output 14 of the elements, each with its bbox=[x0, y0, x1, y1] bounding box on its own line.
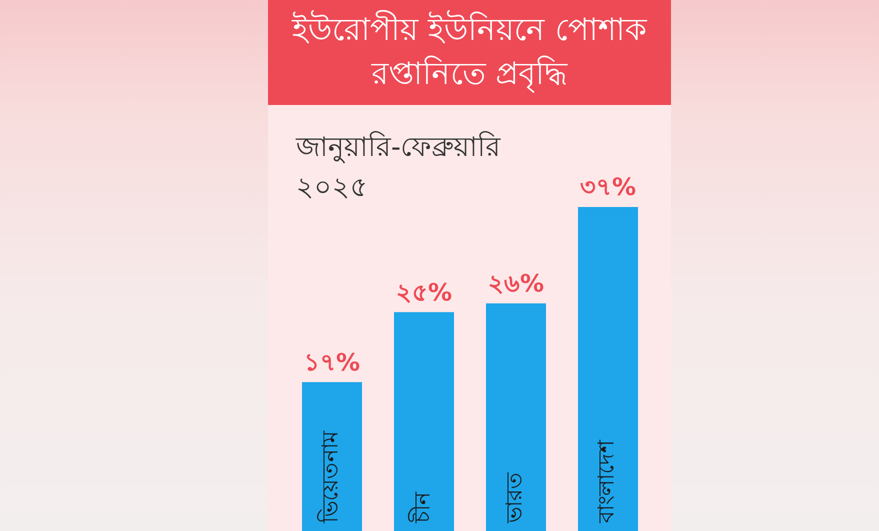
bar bbox=[578, 207, 638, 531]
data-label: ২৬% bbox=[488, 270, 544, 298]
data-label: ৩৭% bbox=[580, 173, 636, 202]
x-tick-label: ভিয়েতনাম bbox=[318, 430, 344, 524]
chart-subtitle: জানুয়ারি-ফেব্রুয়ারি ২০২৫ bbox=[296, 130, 502, 205]
data-label: ২৫% bbox=[396, 278, 452, 306]
x-tick-label: বাংলাদেশ bbox=[594, 439, 620, 524]
x-tick-label: ভারত bbox=[502, 472, 528, 524]
bar bbox=[302, 382, 362, 531]
chart-title: ইউরোপীয় ইউনিয়নে পোশাক রপ্তানিতে প্রবৃদ্ধি bbox=[268, 0, 671, 105]
data-label: ১৭% bbox=[304, 348, 360, 376]
x-tick-label: চীন bbox=[408, 491, 436, 524]
bar bbox=[486, 303, 546, 531]
bar bbox=[394, 312, 454, 531]
